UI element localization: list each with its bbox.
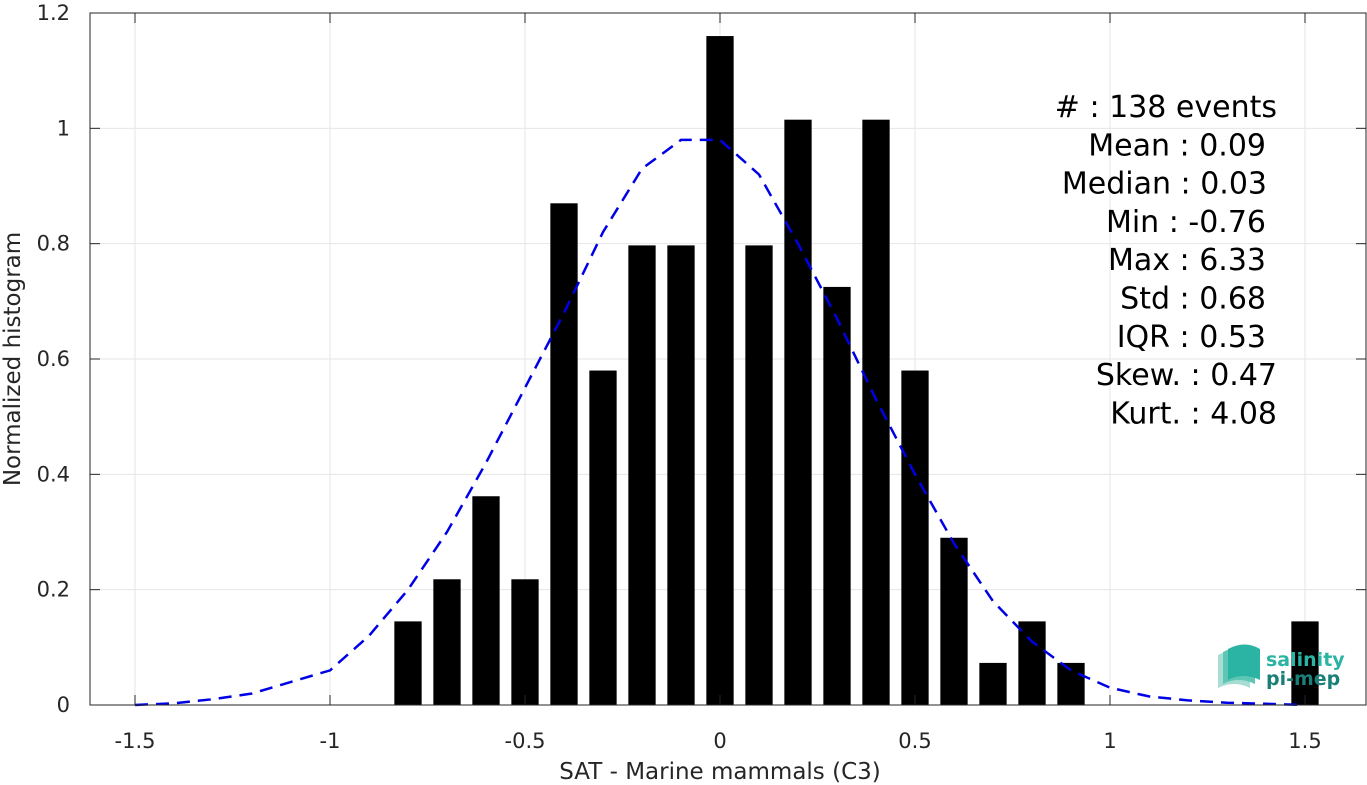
x-tick-label: -0.5 (505, 729, 546, 753)
histogram-bar (472, 496, 500, 705)
stats-key: Min : (1106, 205, 1188, 240)
stats-line: IQR : 0.53 (1117, 320, 1266, 355)
histogram-bar (706, 36, 734, 706)
logo-mark-icon (1218, 644, 1260, 688)
histogram-bar (1291, 621, 1319, 705)
stats-value: 0.53 (1199, 320, 1266, 355)
salinity-pi-mep-logo: salinity pi-mep (1218, 644, 1345, 690)
stats-line: Kurt. : 4.08 (1110, 396, 1277, 431)
stats-key: Skew. : (1096, 358, 1210, 393)
histogram-bar (979, 662, 1007, 705)
y-tick-label: 0.2 (37, 578, 70, 602)
stats-value: 138 events (1109, 90, 1277, 125)
stats-key: Max : (1108, 243, 1199, 278)
stats-line: Std : 0.68 (1120, 282, 1266, 317)
stats-value: 6.33 (1199, 243, 1266, 278)
stats-key: Mean : (1088, 128, 1199, 163)
x-tick-label: -1 (320, 729, 341, 753)
y-tick-label: 1 (57, 116, 70, 140)
histogram-bar (823, 286, 851, 705)
histogram-bar (745, 245, 773, 705)
stats-key: Median : (1062, 167, 1200, 202)
y-tick-label: 1.2 (37, 1, 70, 25)
histogram-bar (394, 621, 422, 705)
x-tick-label: 1 (1103, 729, 1116, 753)
stats-key: Kurt. : (1110, 396, 1210, 431)
logo-line-2: pi-mep (1266, 668, 1340, 690)
x-tick-label: 0 (713, 729, 726, 753)
stats-value: 4.08 (1210, 396, 1277, 431)
x-tick-label: -1.5 (115, 729, 156, 753)
fit-curve-line (134, 138, 1306, 707)
x-axis-label: SAT - Marine mammals (C3) (559, 759, 881, 785)
y-tick-label: 0.8 (37, 232, 70, 256)
histogram-bar (862, 119, 890, 705)
stats-line: Min : -0.76 (1106, 205, 1266, 240)
stats-value: -0.76 (1188, 205, 1266, 240)
stats-line: Skew. : 0.47 (1096, 358, 1277, 393)
x-tick-label: 1.5 (1288, 729, 1321, 753)
y-tick-label: 0.4 (37, 462, 70, 486)
stats-line: Median : 0.03 (1062, 167, 1267, 202)
stats-key: # : (1055, 90, 1109, 125)
axes-frame (89, 12, 1367, 706)
histogram-bar (550, 203, 578, 706)
histogram-bar (784, 119, 812, 705)
histogram-bar (589, 370, 617, 705)
y-tick-label: 0 (57, 693, 70, 717)
histogram-bar (433, 579, 461, 705)
normal-fit-curve (134, 138, 1306, 707)
stats-line: Mean : 0.09 (1088, 128, 1266, 163)
stats-line: Max : 6.33 (1108, 243, 1266, 278)
tick-labels: -1.5 -1 -0.5 0 0.5 1 1.5 0 0.2 0.4 0.6 0.8 1 1.2 (37, 1, 1322, 753)
histogram-bar (667, 245, 695, 705)
y-tick-label: 0.6 (37, 347, 70, 371)
logo-line-1: salinity (1266, 649, 1345, 671)
stats-value: 0.09 (1199, 128, 1266, 163)
histogram-bar (901, 370, 929, 705)
stats-value: 0.03 (1200, 167, 1267, 202)
stats-key: Std : (1120, 282, 1199, 317)
y-axis-label: Normalized histogram (0, 232, 26, 486)
stats-value: 0.68 (1199, 282, 1266, 317)
histogram-bar (628, 245, 656, 705)
histogram-bar (1018, 621, 1046, 705)
stats-value: 0.47 (1210, 358, 1277, 393)
x-tick-label: 0.5 (898, 729, 931, 753)
histogram-bar (511, 579, 539, 705)
histogram-bars (394, 36, 1319, 706)
stats-key: IQR : (1117, 320, 1200, 355)
stats-line: # : 138 events (1055, 90, 1277, 125)
histogram-bar (940, 537, 968, 705)
